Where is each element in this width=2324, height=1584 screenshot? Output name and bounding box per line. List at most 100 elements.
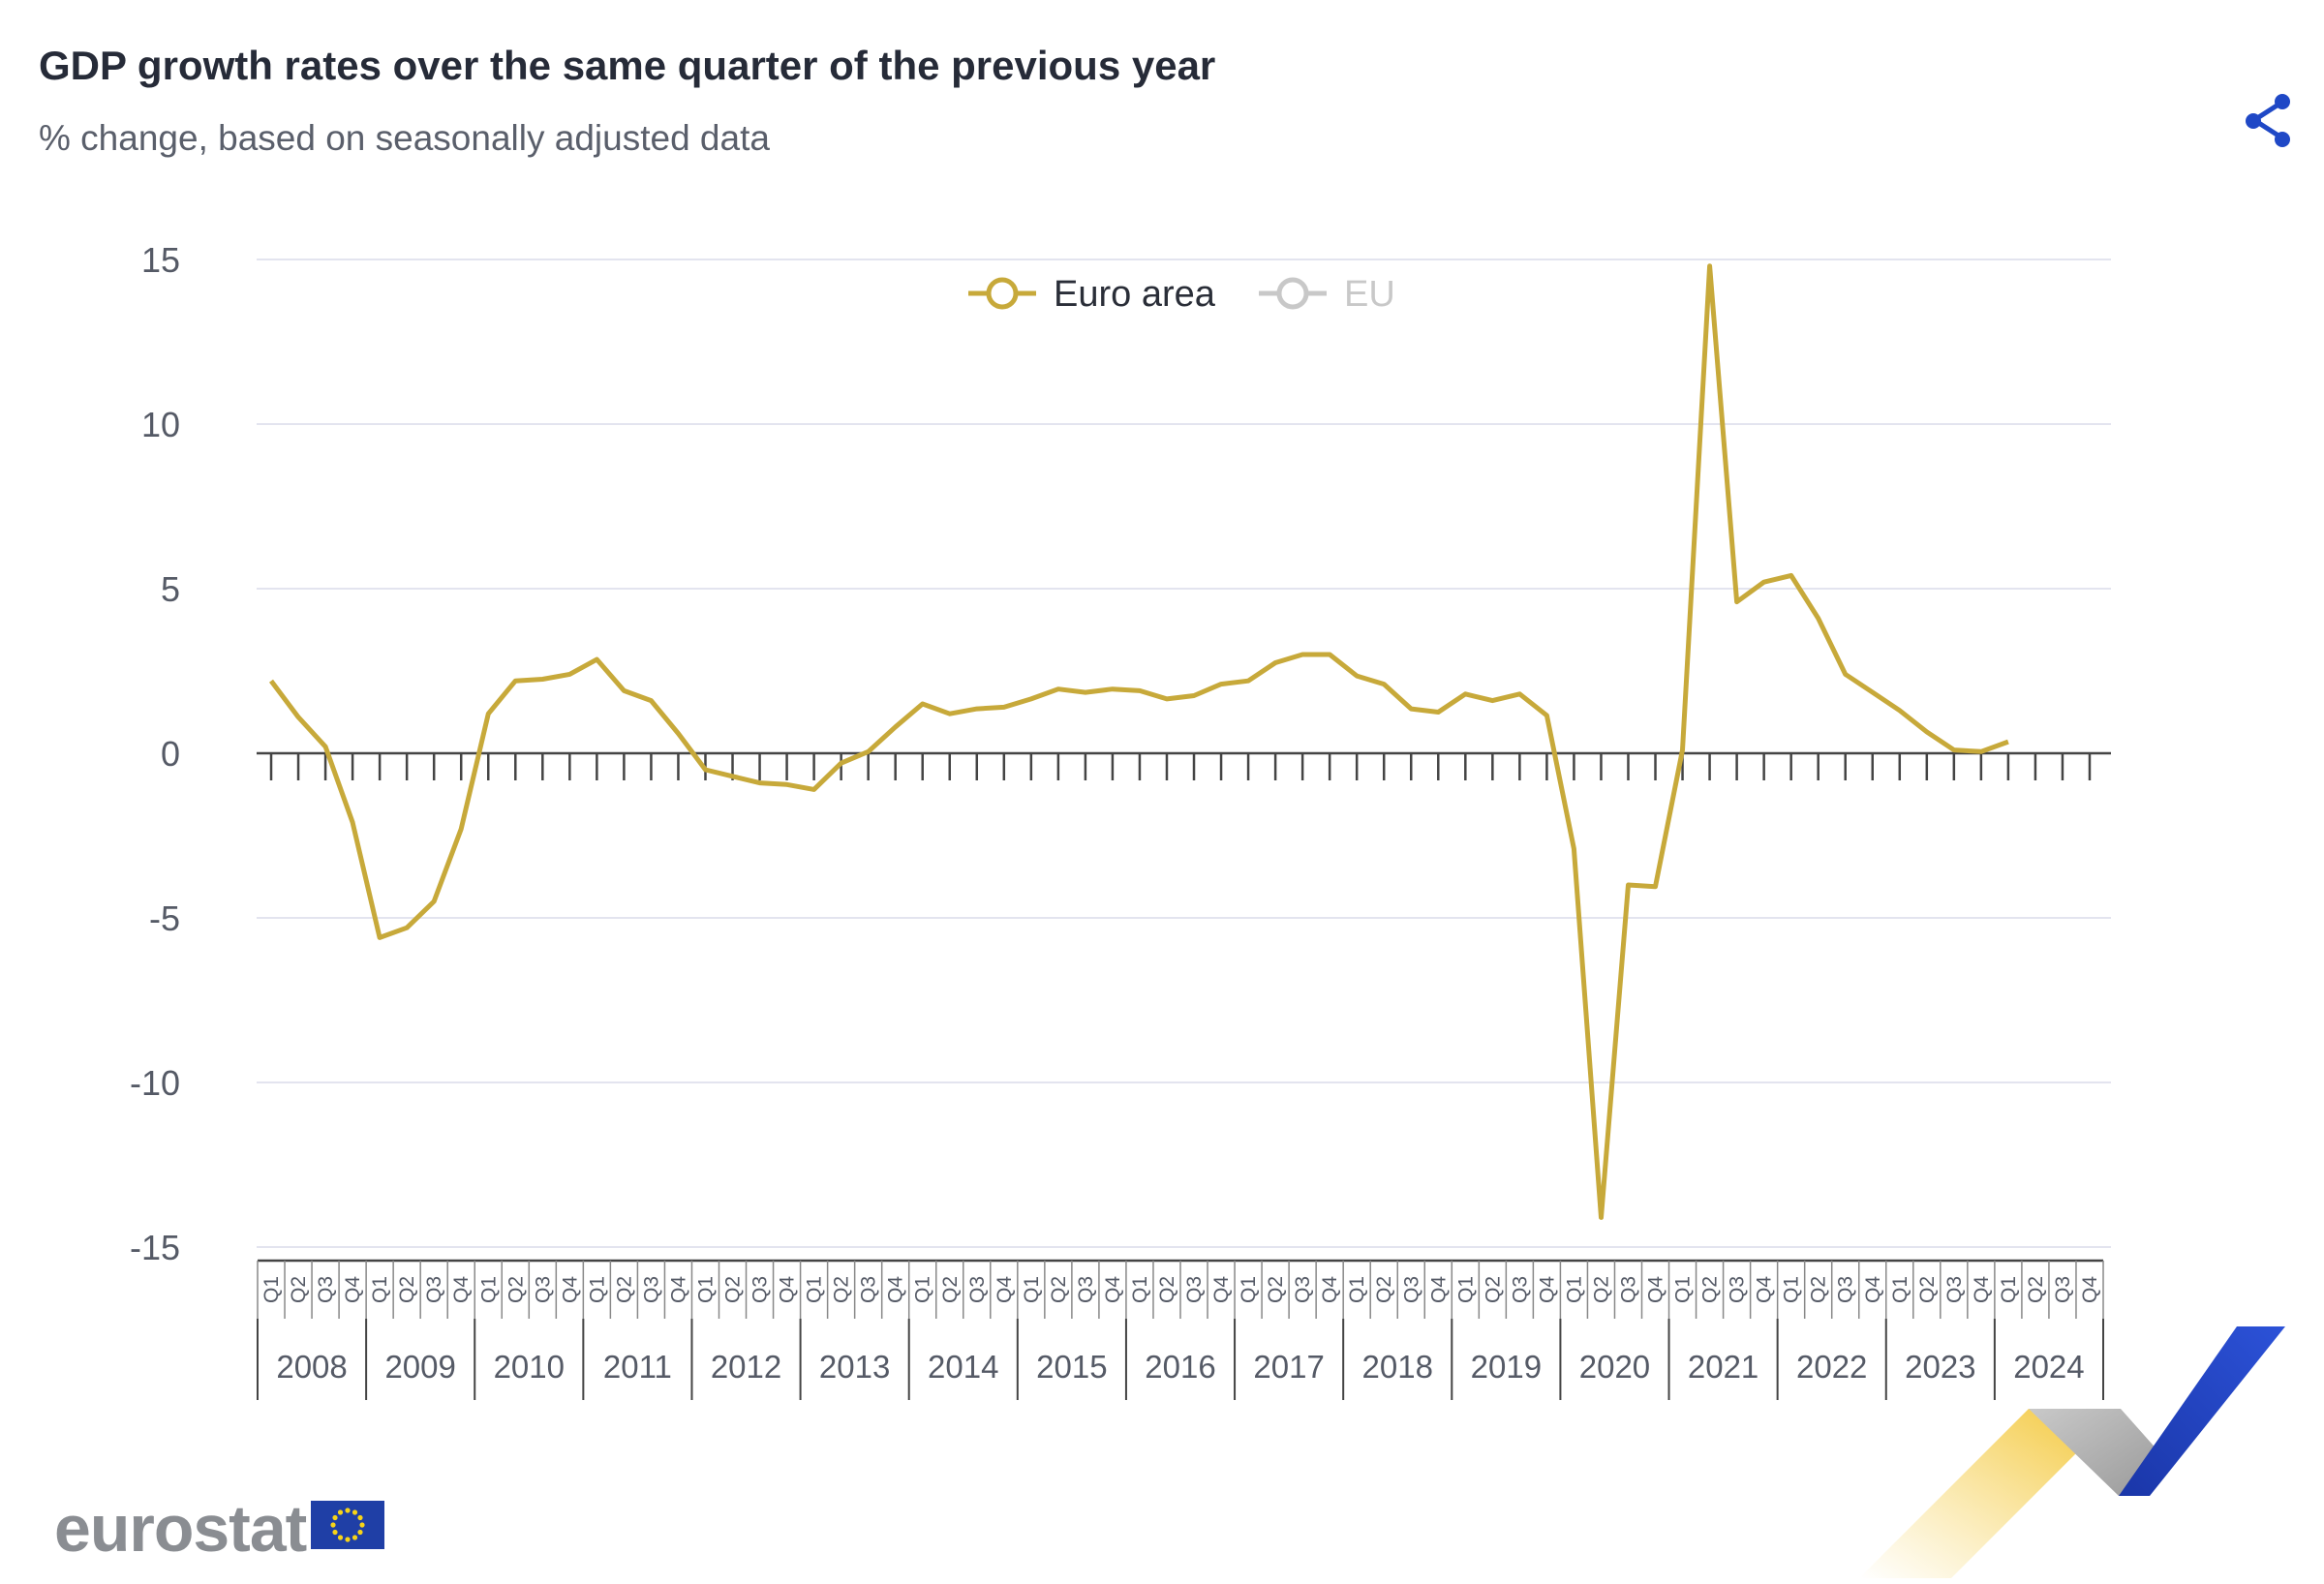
quarter-label: Q2 [505, 1276, 527, 1303]
eu-flag-icon [310, 1501, 384, 1549]
x-axis: Q1 Q2 Q3 Q4 Q1 Q2 Q3 Q4 Q1 Q2 Q3 Q4 Q1 Q2 Q3 Q4 Q1 Q2 Q3 Q4… [257, 1259, 2104, 1400]
quarter-label: Q2 [1156, 1276, 1178, 1303]
quarter-label: Q2 [288, 1276, 310, 1303]
quarter-label: Q3 [532, 1276, 554, 1303]
quarter-label: Q3 [749, 1276, 772, 1303]
quarter-label: Q2 [939, 1276, 962, 1303]
legend: Euro area EU [968, 274, 1395, 315]
quarter-label: Q4 [450, 1276, 473, 1303]
quarter-label: Q2 [2025, 1276, 2047, 1303]
quarter-label: Q4 [1210, 1276, 1233, 1303]
quarter-label: Q3 [1835, 1276, 1857, 1303]
series-euro-area [268, 263, 2009, 1220]
quarter-label: Q2 [1590, 1276, 1612, 1303]
share-icon[interactable] [2237, 89, 2301, 153]
quarter-label: Q3 [2052, 1276, 2074, 1303]
flag-star [345, 1537, 351, 1542]
quarter-label: Q3 [640, 1276, 662, 1303]
year-label: 2014 [928, 1349, 998, 1385]
year-label: 2020 [1579, 1349, 1650, 1385]
quarter-label: Q3 [966, 1276, 989, 1303]
chart-subtitle: % change, based on seasonally adjusted d… [39, 118, 770, 158]
year-label: 2018 [1362, 1349, 1433, 1385]
quarter-label: Q1 [1563, 1276, 1585, 1303]
quarter-label: Q1 [477, 1276, 500, 1303]
flag-star [357, 1529, 363, 1536]
quarter-label: Q1 [1454, 1276, 1477, 1303]
legend-item-euro-area[interactable]: Euro area [968, 274, 1216, 315]
y-tick-label: -10 [130, 1063, 180, 1103]
legend-marker [986, 277, 1019, 310]
quarter-label: Q2 [1373, 1276, 1395, 1303]
flag-star [359, 1522, 365, 1528]
quarter-label: Q4 [994, 1276, 1016, 1303]
quarter-label: Q4 [1645, 1276, 1667, 1303]
year-label: 2021 [1688, 1349, 1758, 1385]
legend-label: EU [1344, 274, 1395, 315]
flag-star [330, 1522, 336, 1528]
y-tick-label: 0 [161, 734, 180, 774]
quarter-label: Q1 [1238, 1276, 1260, 1303]
flag-star [357, 1514, 363, 1521]
quarter-label: Q4 [1427, 1276, 1450, 1303]
year-label: 2015 [1036, 1349, 1107, 1385]
quarter-label: Q1 [1021, 1276, 1043, 1303]
quarter-label: Q4 [1754, 1276, 1776, 1303]
quarter-label: Q3 [1075, 1276, 1097, 1303]
quarter-label: Q4 [1536, 1276, 1558, 1303]
y-tick-label: 10 [141, 405, 180, 444]
quarter-label: Q4 [777, 1276, 799, 1303]
year-label: 2019 [1471, 1349, 1542, 1385]
quarter-label: Q4 [342, 1276, 364, 1303]
eurostat-wordmark: eurostat [54, 1492, 307, 1566]
year-label: 2013 [819, 1349, 890, 1385]
quarter-label: Q2 [1916, 1276, 1939, 1303]
quarter-label: Q4 [559, 1276, 581, 1303]
quarter-label: Q3 [1727, 1276, 1749, 1303]
flag-star [337, 1509, 343, 1515]
quarter-label: Q2 [396, 1276, 418, 1303]
quarter-label: Q1 [369, 1276, 391, 1303]
grid-lines [257, 259, 2111, 1248]
quarter-label: Q1 [1998, 1276, 2020, 1303]
flag-star [352, 1509, 357, 1515]
quarter-label: Q4 [1862, 1276, 1884, 1303]
quarter-label: Q1 [1672, 1276, 1695, 1303]
year-label: 2023 [1905, 1349, 1975, 1385]
eurostat-logo: eurostat [54, 1491, 384, 1566]
year-label: 2017 [1253, 1349, 1324, 1385]
quarter-label: Q2 [1699, 1276, 1722, 1303]
eurostat-swoosh-decoration [1859, 1326, 2285, 1578]
quarter-label: Q3 [1617, 1276, 1639, 1303]
quarter-label: Q1 [1889, 1276, 1911, 1303]
quarter-label: Q1 [1129, 1276, 1151, 1303]
quarter-label: Q1 [1346, 1276, 1368, 1303]
year-label: 2012 [711, 1349, 781, 1385]
quarter-label: Q1 [912, 1276, 934, 1303]
legend-marker [1276, 277, 1309, 310]
legend-label: Euro area [1054, 274, 1216, 315]
year-label: 2008 [276, 1349, 347, 1385]
quarter-label: Q3 [1509, 1276, 1531, 1303]
y-tick-label: -5 [149, 899, 180, 938]
quarter-label: Q2 [722, 1276, 745, 1303]
quarter-label: Q4 [1319, 1276, 1341, 1303]
quarter-label: Q3 [1400, 1276, 1422, 1303]
quarter-label: Q3 [1292, 1276, 1314, 1303]
quarter-label: Q3 [1183, 1276, 1206, 1303]
legend-item-eu[interactable]: EU [1259, 274, 1395, 315]
flag-star [352, 1535, 357, 1540]
y-tick-label: 5 [161, 569, 180, 609]
quarter-label: Q1 [804, 1276, 826, 1303]
year-label: 2022 [1796, 1349, 1867, 1385]
flag-star [332, 1514, 338, 1521]
quarter-label: Q2 [1265, 1276, 1287, 1303]
year-label: 2024 [2013, 1349, 2084, 1385]
y-tick-label: 15 [141, 240, 180, 280]
quarter-label: Q1 [586, 1276, 608, 1303]
flag-star [332, 1529, 338, 1536]
flag-star [345, 1508, 351, 1513]
quarter-label: Q3 [315, 1276, 337, 1303]
quarter-label: Q3 [858, 1276, 880, 1303]
